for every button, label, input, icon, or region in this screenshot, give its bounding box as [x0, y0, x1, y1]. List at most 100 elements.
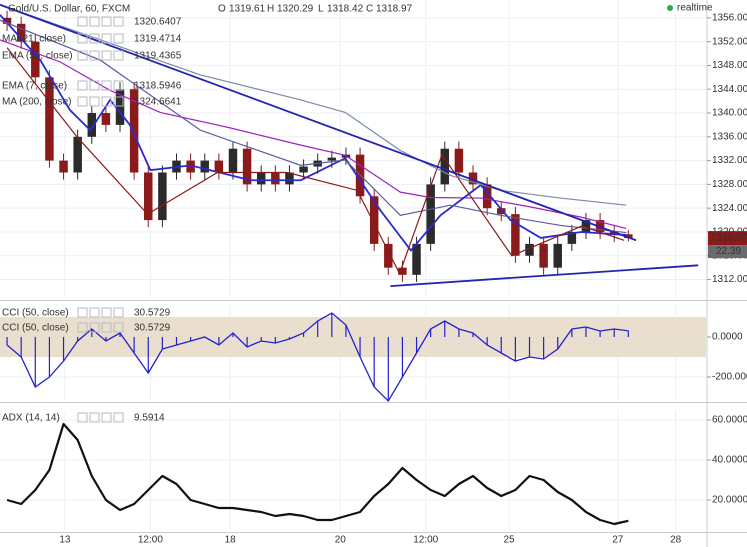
candle-body — [31, 41, 40, 78]
ohlc-label: C — [366, 4, 373, 15]
candle-body — [398, 267, 407, 275]
y-tick-label: 20.0000 — [712, 495, 747, 506]
y-tick-label: 40.0000 — [712, 455, 747, 466]
x-tick-label: 12:00 — [413, 535, 438, 546]
x-tick-label: 18 — [225, 535, 237, 546]
legend-icon — [113, 307, 124, 318]
candle-body — [59, 160, 68, 173]
mark-layer — [0, 3, 699, 526]
countdown-tag — [708, 245, 747, 259]
candle-body — [87, 113, 97, 137]
candle-body — [214, 160, 224, 173]
candle-body — [384, 243, 393, 268]
legend-name: CCI (50, close) — [2, 308, 69, 319]
trendline — [0, 3, 637, 242]
y-tick-label: -200.0000 — [712, 372, 747, 383]
y-tick-label: 1340.00 — [712, 108, 747, 119]
y-tick-label: 1352.00 — [712, 36, 747, 47]
candle-body — [73, 136, 82, 173]
candle-body — [369, 196, 379, 244]
candle-body — [228, 148, 238, 173]
candle-body — [553, 243, 562, 268]
x-tick-label: 25 — [503, 535, 515, 546]
x-tick-label: 12:00 — [138, 535, 163, 546]
y-tick-label: 1356.00 — [712, 12, 747, 23]
candle-body — [412, 243, 421, 275]
legend-icon — [77, 16, 88, 27]
legend-icon — [89, 50, 100, 61]
cci-line — [6, 312, 629, 403]
candle-body — [200, 160, 209, 173]
legend-icon — [101, 80, 112, 91]
candle-body — [242, 148, 252, 185]
status-dot — [667, 5, 673, 11]
legend-icon — [89, 80, 100, 91]
legend-icon — [113, 16, 124, 27]
legend-name: ADX (14, 14) — [2, 413, 60, 424]
candle-body — [567, 231, 577, 244]
legend-icon — [77, 96, 88, 107]
legend-name: CCI (50, close) — [2, 323, 69, 334]
candle-body — [16, 23, 26, 42]
y-tick-label: 1312.00 — [712, 274, 747, 285]
x-tick-label: 28 — [670, 535, 682, 546]
y-tick-label: 1336.00 — [712, 131, 747, 142]
y-tick-label: 1324.00 — [712, 203, 747, 214]
candle-body — [497, 208, 506, 215]
ohlc-label: O — [218, 4, 226, 15]
legend-icon — [77, 50, 88, 61]
countdown-text: 22.39 — [716, 246, 741, 257]
legend-icon — [113, 33, 124, 44]
candle-body — [271, 172, 280, 185]
candle-body — [45, 77, 54, 161]
legend-icon — [113, 80, 124, 91]
legend-icon — [77, 322, 88, 333]
candle-body — [581, 220, 591, 232]
legend-name: MA (21, close) — [2, 34, 66, 45]
legend-icon — [89, 16, 100, 27]
x-tick-label: 13 — [59, 535, 71, 546]
legend-icon — [77, 412, 88, 423]
legend-value: 1324.6641 — [134, 97, 182, 108]
legend-icon — [101, 322, 112, 333]
legend-name: EMA (7, close) — [2, 81, 67, 92]
legend-name: MA (200, close) — [2, 97, 71, 108]
legend-icon — [77, 307, 88, 318]
candle-body — [158, 172, 167, 221]
legend-icon — [77, 33, 88, 44]
y-tick-label: 60.0000 — [712, 415, 747, 426]
moving-average-line — [0, 14, 627, 252]
candle-body — [511, 214, 520, 256]
legend-icon — [113, 96, 124, 107]
status: realtime — [677, 3, 713, 14]
adx-line — [6, 422, 629, 526]
legend-icon — [101, 412, 112, 423]
y-tick-label: 1348.00 — [712, 60, 747, 71]
legend-value: 1320.6407 — [134, 17, 182, 28]
moving-average-line — [0, 19, 627, 234]
legend-value: 1318.5946 — [134, 81, 182, 92]
candle-body — [129, 89, 139, 173]
legend-icon — [89, 322, 100, 333]
candle-body — [2, 17, 12, 24]
candle-body — [440, 148, 450, 185]
legend-icon — [101, 16, 112, 27]
legend-icon — [113, 50, 124, 61]
legend-value: 1319.4714 — [134, 34, 182, 45]
legend-icon — [101, 96, 112, 107]
legend-value: 30.5729 — [134, 323, 171, 334]
candle-body — [327, 157, 337, 161]
candle-body — [624, 234, 633, 239]
legend-icon — [113, 322, 124, 333]
candle-body — [454, 148, 464, 173]
legend-value: 1319.4365 — [134, 51, 182, 62]
ohlc-value: 1319.61 — [229, 4, 266, 15]
legend-icon — [89, 96, 100, 107]
moving-average-line — [6, 47, 625, 276]
legend-name: EMA (55, close) — [2, 51, 73, 62]
legend-value: 9.5914 — [134, 413, 165, 424]
price-tag-text: 1318.97 — [711, 233, 747, 244]
